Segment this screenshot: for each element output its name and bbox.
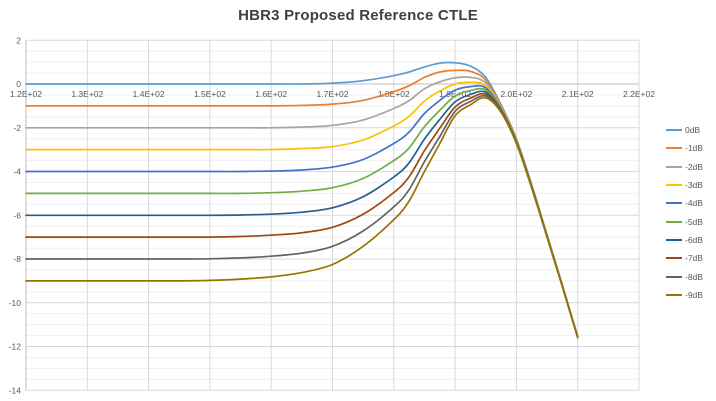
- axis-tick-label: 1.4E+02: [133, 89, 165, 99]
- chart-title: HBR3 Proposed Reference CTLE: [238, 7, 478, 24]
- axis-tick-label: 2.2E+02: [623, 89, 655, 99]
- legend-line-swatch-icon: [666, 275, 682, 278]
- legend-line-swatch-icon: [666, 184, 682, 187]
- axis-tick-label: -12: [9, 342, 22, 352]
- axis-tick-label: -4: [13, 167, 21, 177]
- axis-tick-label: 1.7E+02: [317, 89, 349, 99]
- series-line--2dB[interactable]: [25, 76, 579, 338]
- legend-item-label: -4dB: [685, 198, 703, 209]
- axis-tick-label: 2.0E+02: [500, 89, 532, 99]
- legend-line-swatch-icon: [666, 220, 682, 223]
- legend-item-0dB[interactable]: 0dB: [666, 121, 716, 139]
- legend-item-label: -1dB: [685, 143, 703, 154]
- legend-line-swatch-icon: [666, 293, 682, 296]
- legend-item-label: -3dB: [685, 180, 703, 191]
- legend-item--6dB[interactable]: -6dB: [666, 231, 716, 249]
- legend-item--7dB[interactable]: -7dB: [666, 249, 716, 267]
- axis-tick-label: -10: [9, 298, 22, 308]
- axis-tick-label: 1.3E+02: [71, 89, 103, 99]
- legend-item--2dB[interactable]: -2dB: [666, 158, 716, 176]
- axis-tick-label: -6: [13, 210, 21, 220]
- legend-item-label: -5dB: [685, 216, 703, 227]
- legend-line-swatch-icon: [666, 147, 682, 150]
- legend-line-swatch-icon: [666, 257, 682, 260]
- series-lines: [25, 61, 579, 339]
- axis-tick-label: 1.6E+02: [255, 89, 287, 99]
- legend: 0dB -1dB -2dB -3dB -4dB -5dB -6dB -7dB -8dB -9dB: [666, 121, 716, 304]
- legend-item-label: -9dB: [685, 289, 703, 300]
- series-line--9dB[interactable]: [25, 96, 579, 339]
- y-axis-labels: 2 0 -2 -4 -6 -8 -10 -12 -14: [9, 35, 22, 395]
- legend-item-label: -7dB: [685, 253, 703, 264]
- legend-item-label: -6dB: [685, 234, 703, 245]
- axis-tick-label: 1.2E+02: [10, 89, 42, 99]
- legend-line-swatch-icon: [666, 202, 682, 205]
- legend-item--9dB[interactable]: -9dB: [666, 286, 716, 304]
- series-line--1dB[interactable]: [25, 69, 579, 338]
- series-line--8dB[interactable]: [25, 94, 579, 339]
- legend-item--4dB[interactable]: -4dB: [666, 194, 716, 212]
- legend-item-label: -2dB: [685, 161, 703, 172]
- legend-item--1dB[interactable]: -1dB: [666, 139, 716, 157]
- axis-tick-label: 0: [16, 79, 21, 89]
- series-line--3dB[interactable]: [25, 81, 579, 338]
- legend-line-swatch-icon: [666, 165, 682, 168]
- axis-tick-label: 1.9E+02: [439, 89, 471, 99]
- legend-line-swatch-icon: [666, 238, 682, 241]
- axis-tick-label: 1.8E+02: [378, 89, 410, 99]
- axis-tick-label: 1.5E+02: [194, 89, 226, 99]
- legend-item--5dB[interactable]: -5dB: [666, 212, 716, 230]
- axis-tick-label: -8: [13, 254, 21, 264]
- legend-item--3dB[interactable]: -3dB: [666, 176, 716, 194]
- axis-tick-label: -2: [13, 123, 21, 133]
- legend-item-label: 0dB: [685, 125, 701, 136]
- legend-item-label: -8dB: [685, 271, 703, 282]
- x-axis-labels: 1.2E+02 1.3E+02 1.4E+02 1.5E+02 1.6E+02 1.7E+…: [10, 89, 655, 99]
- legend-item--8dB[interactable]: -8dB: [666, 267, 716, 285]
- axis-tick-label: 2: [16, 35, 21, 45]
- axis-tick-label: -14: [9, 385, 22, 395]
- axis-tick-label: 2.1E+02: [562, 89, 594, 99]
- legend-line-swatch-icon: [666, 129, 682, 132]
